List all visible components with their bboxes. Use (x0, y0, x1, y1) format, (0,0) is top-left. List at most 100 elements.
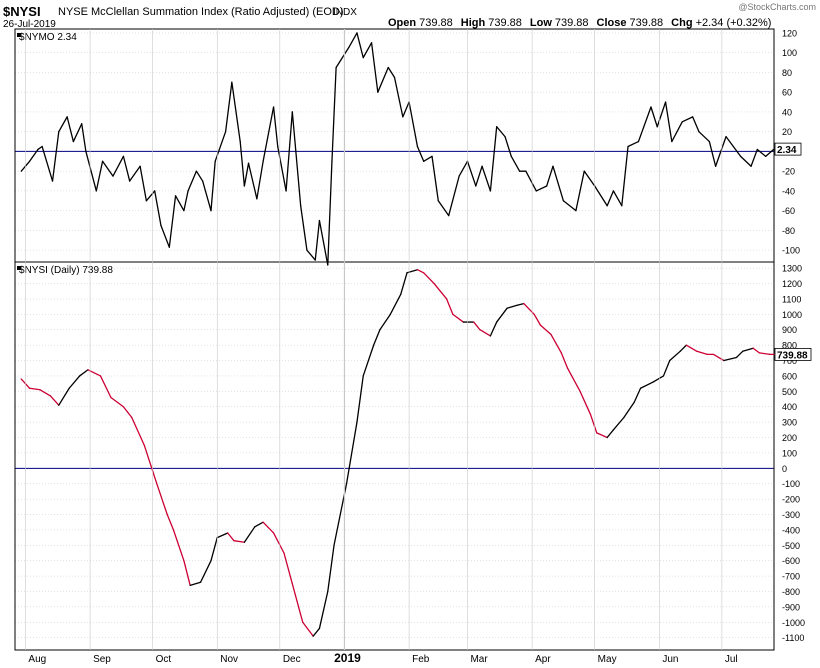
y-tick-label: -20 (782, 167, 795, 177)
nysi-segment (423, 272, 435, 285)
x-tick-label: Sep (93, 654, 111, 665)
nysi-segment (758, 352, 771, 356)
nymo-segment (277, 145, 287, 192)
nymo-segment (145, 190, 156, 202)
nymo-segment (583, 170, 596, 187)
x-tick-label: Mar (470, 654, 488, 665)
x-tick-label: Dec (283, 654, 301, 665)
nysi-segment (550, 333, 562, 354)
nysi-segment (166, 513, 175, 531)
nymo-segment (41, 145, 54, 182)
nysi-segment (210, 536, 218, 562)
nysi-segment (416, 269, 425, 274)
x-tick-label: Apr (535, 654, 551, 665)
last-value-tag: 2.34 (777, 145, 797, 156)
nymo-segment (139, 165, 148, 202)
x-tick-label: Jul (725, 654, 738, 665)
nymo-segment (627, 140, 640, 148)
watermark: @StockCharts.com (738, 2, 816, 12)
y-tick-label: -400 (782, 525, 800, 535)
nysi-segment (445, 298, 454, 315)
nymo-segment (393, 76, 404, 118)
nysi-segment (452, 313, 464, 323)
nysi-segment (389, 293, 402, 315)
nymo-segment (466, 160, 477, 187)
nymo-segment (606, 190, 615, 207)
ohlc-label: High (461, 17, 486, 29)
nysi-segment (679, 344, 688, 352)
y-tick-label: -800 (782, 587, 800, 597)
nysi-segment (735, 350, 744, 359)
y-tick-label: -300 (782, 510, 800, 520)
nysi-segment (28, 387, 41, 391)
nymo-segment (239, 140, 246, 187)
nymo-segment (195, 170, 204, 182)
nymo-segment (247, 162, 258, 200)
nysi-segment (489, 321, 498, 337)
nysi-segment (560, 352, 569, 369)
nymo-segment (81, 123, 87, 153)
nysi-segment (479, 329, 492, 337)
nysi-segment (233, 540, 246, 543)
nysi-segment (362, 344, 375, 377)
nymo-segment (708, 140, 717, 167)
nysi-segment (49, 395, 60, 406)
nysi-segment (400, 272, 408, 295)
y-tick-label: -100 (782, 479, 800, 489)
nymo-segment (510, 155, 521, 172)
nysi-segment (254, 521, 264, 528)
y-tick-label: -900 (782, 602, 800, 612)
nymo-segment (262, 106, 275, 162)
x-tick-label: Nov (220, 654, 238, 665)
nymo-segment (408, 101, 419, 148)
nysi-segment (623, 401, 635, 419)
nymo-segment (214, 131, 227, 162)
nymo-segment (562, 200, 577, 212)
nysi-segment (533, 313, 542, 326)
nymo-segment (402, 101, 410, 118)
ohlc-label: Chg (671, 17, 692, 29)
nysi-segment (302, 621, 314, 637)
nysi-segment (183, 560, 191, 586)
nymo-segment (664, 101, 673, 143)
exchange-label: INDX (333, 7, 357, 18)
nymo-segment (331, 66, 337, 162)
nymo-segment (174, 195, 185, 212)
nymo-segment (347, 32, 358, 49)
y-tick-label: 1000 (782, 310, 802, 320)
nymo-segment (458, 160, 469, 177)
nymo-segment (72, 123, 83, 143)
x-tick-label: Feb (412, 654, 430, 665)
nymo-segment (698, 131, 711, 143)
nymo-segment (546, 165, 554, 187)
ohlc-value: 739.88 (555, 17, 589, 29)
nysi-segment (539, 324, 552, 336)
nysi-segment (68, 375, 81, 389)
x-axis: Aug Sep Oct Nov Dec 2019 Feb Mar Apr May Jun Jul (25, 29, 738, 665)
y-tick-label: -700 (782, 572, 800, 582)
nymo-segment (552, 165, 565, 202)
x-tick-label: Oct (156, 654, 172, 665)
ohlc-readout: Open 739.88 High 739.88 Low 739.88 Close 739.88… (388, 17, 771, 29)
nysi-segment (227, 532, 235, 542)
nysi-segment (685, 344, 698, 352)
symbol-title: $NYSI (3, 4, 41, 19)
nysi-segment (712, 353, 725, 362)
nymo-segment (160, 224, 170, 248)
x-tick-label: 2019 (334, 651, 361, 665)
y-tick-label: -1000 (782, 618, 805, 628)
nysi-segment (199, 560, 212, 583)
nymo-segment (756, 148, 767, 158)
nymo-segment (656, 101, 667, 128)
nymo-segment (95, 160, 104, 192)
y-tick-label: 0 (782, 464, 787, 474)
nymo-segment (448, 175, 460, 217)
nysi-segment (216, 532, 229, 539)
ohlc-label: Open (388, 17, 416, 29)
nymo-panel: 120100806040200-20-40-60-80-100$NYMO 2.3… (14, 28, 802, 266)
nymo-segment (423, 155, 433, 162)
nysi-segment (496, 307, 508, 323)
panel-frame (14, 28, 775, 263)
nysi-segment (58, 387, 70, 406)
